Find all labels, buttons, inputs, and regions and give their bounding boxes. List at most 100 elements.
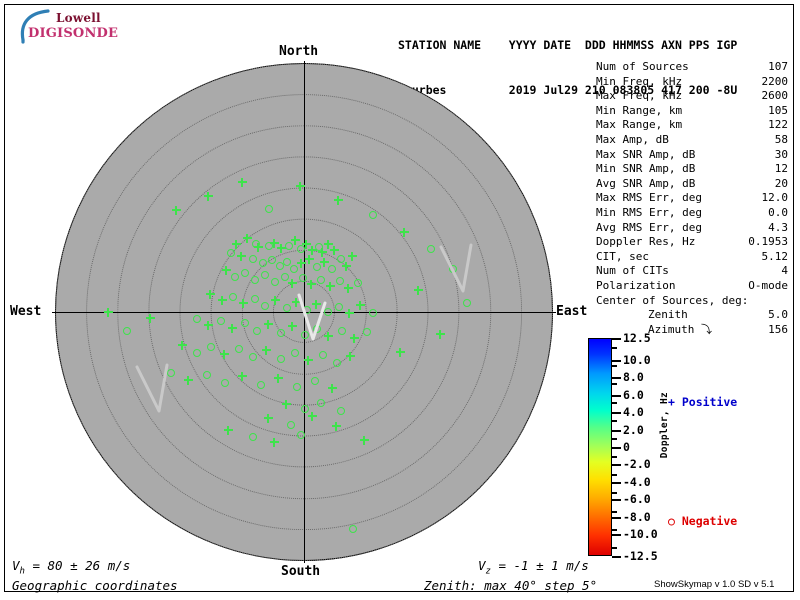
source-marker (400, 228, 409, 237)
compass-label-south: South (281, 564, 320, 579)
colorbar-ticks: 12.510.08.06.04.02.00-2.0-4.0-6.0-8.0-10… (612, 332, 682, 564)
colorbar-minor-tick (612, 511, 617, 513)
source-marker (253, 327, 261, 335)
source-marker (203, 371, 211, 379)
source-marker (104, 308, 113, 317)
colorbar-tick-label: 8.0 (623, 370, 644, 384)
source-marker (221, 379, 229, 387)
param-row: Min Range, km105 (596, 104, 788, 119)
param-key: Max SNR Amp, dB (596, 148, 695, 163)
skymap-plot[interactable] (55, 63, 553, 561)
param-value: 20 (775, 177, 788, 192)
colorbar-minor-tick (612, 383, 617, 385)
vertical-velocity: Vz = -1 ± 1 m/s (478, 558, 589, 577)
source-marker (282, 400, 291, 409)
zenith-scale-note: Zenith: max 40° step 5° (424, 578, 597, 593)
source-marker (348, 252, 357, 261)
param-value: 30 (775, 148, 788, 163)
colorbar-minor-tick (612, 474, 617, 476)
source-marker (332, 422, 341, 431)
logo-lowell-text: Lowell (56, 11, 101, 25)
param-value: 5.12 (762, 250, 789, 265)
param-key: Min SNR Amp, dB (596, 162, 695, 177)
source-marker (206, 290, 215, 299)
source-marker (235, 345, 243, 353)
source-marker (204, 192, 213, 201)
source-marker (259, 259, 267, 267)
source-marker (254, 243, 263, 252)
colorbar-tick-label: 2.0 (623, 423, 644, 437)
header-row-labels: STATION NAME YYYY DATE DDD HHMMSS AXN PP… (398, 38, 737, 53)
colorbar-tick-label: -10.0 (623, 527, 658, 541)
compass-label-west: West (10, 304, 41, 319)
source-marker (264, 414, 273, 423)
source-marker (307, 280, 316, 289)
source-marker (271, 278, 279, 286)
colorbar-minor-tick (612, 456, 617, 458)
colorbar-tick-label: -6.0 (623, 492, 651, 506)
colorbar-tick (612, 377, 621, 379)
source-marker (297, 431, 305, 439)
source-marker (243, 234, 252, 243)
colorbar-tick-label: 10.0 (623, 353, 651, 367)
source-marker (268, 256, 276, 264)
source-marker (288, 279, 297, 288)
param-value-azimuth: 156 (768, 323, 788, 338)
param-value: 0.1953 (748, 235, 788, 250)
colorbar-tick-label: -8.0 (623, 510, 651, 524)
source-marker (293, 383, 301, 391)
source-marker (227, 249, 235, 257)
source-marker (207, 343, 215, 351)
source-marker (249, 353, 257, 361)
source-marker (334, 196, 343, 205)
source-marker (222, 266, 231, 275)
source-marker (264, 320, 273, 329)
legend-positive: + Positive (668, 395, 737, 409)
colorbar-minor-tick (612, 365, 617, 367)
source-marker (239, 299, 248, 308)
param-value: O-mode (748, 279, 788, 294)
param-key: Num of Sources (596, 60, 689, 75)
source-marker (274, 374, 283, 383)
param-key: Num of CITs (596, 264, 669, 279)
param-row: Min Freq, kHz2200 (596, 75, 788, 90)
source-marker (308, 412, 317, 421)
vz-symbol: V (478, 558, 486, 573)
colorbar-tick (612, 534, 621, 536)
param-row: Min RMS Err, deg0.0 (596, 206, 788, 221)
colorbar-tick-label: -2.0 (623, 457, 651, 471)
source-marker (249, 433, 257, 441)
source-marker (305, 255, 314, 264)
param-row: Min SNR Amp, dB12 (596, 162, 788, 177)
param-key: Avg RMS Err, deg (596, 221, 702, 236)
colorbar-minor-tick (612, 547, 617, 549)
param-key: Min Range, km (596, 104, 682, 119)
source-marker (330, 246, 339, 255)
colorbar-tick-label: 12.5 (623, 331, 651, 345)
software-version: ShowSkymap v 1.0 SD v 5.1 (654, 579, 774, 590)
source-marker (193, 349, 201, 357)
colorbar-tick (612, 430, 621, 432)
source-marker (220, 350, 229, 359)
source-marker (396, 348, 405, 357)
source-marker (349, 525, 357, 533)
source-marker (291, 236, 300, 245)
source-marker (224, 426, 233, 435)
param-key: Max Range, km (596, 118, 682, 133)
source-marker (360, 436, 369, 445)
source-marker (217, 317, 225, 325)
drift-vector-west-icon (131, 359, 179, 419)
source-marker (238, 372, 247, 381)
param-row: Avg SNR Amp, dB20 (596, 177, 788, 192)
vz-value: = -1 ± 1 m/s (491, 558, 589, 573)
source-marker (345, 309, 354, 318)
colorbar-tick (612, 499, 621, 501)
colorbar-tick-label: -12.5 (623, 549, 658, 563)
param-key: CIT, sec (596, 250, 649, 265)
colorbar-tick-label: -4.0 (623, 475, 651, 489)
source-marker (283, 258, 291, 266)
colorbar-tick-label: 0 (623, 440, 630, 454)
source-marker (304, 356, 313, 365)
source-marker (328, 384, 337, 393)
legend-negative: ○ Negative (668, 514, 737, 528)
